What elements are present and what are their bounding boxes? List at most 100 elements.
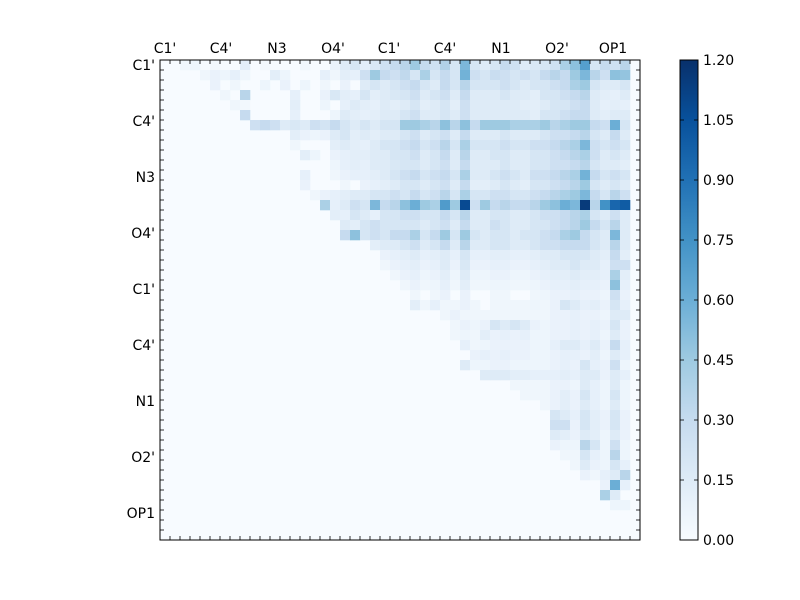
heatmap-cell <box>360 60 371 71</box>
heatmap-cell <box>490 320 501 331</box>
heatmap-cell <box>620 90 631 101</box>
heatmap-cell <box>510 350 521 361</box>
heatmap-cell <box>530 130 541 141</box>
heatmap-cell <box>350 220 361 231</box>
heatmap-cell <box>490 70 501 81</box>
heatmap-cell <box>550 220 561 231</box>
heatmap-cell <box>600 120 611 131</box>
heatmap-cell <box>230 70 241 81</box>
heatmap-cell <box>570 380 581 391</box>
heatmap-cell <box>180 60 191 71</box>
heatmap-cell <box>560 70 571 81</box>
heatmap-cell <box>400 210 411 221</box>
heatmap-cell <box>610 320 621 331</box>
x-tick-label: O2' <box>545 41 569 57</box>
heatmap-cell <box>590 400 601 411</box>
heatmap-cell <box>550 330 561 341</box>
heatmap-cell <box>590 410 601 421</box>
heatmap-cell <box>380 200 391 211</box>
heatmap-cell <box>390 240 401 251</box>
heatmap-cell <box>560 330 571 341</box>
heatmap-cell <box>360 100 371 111</box>
heatmap-cell <box>340 120 351 131</box>
heatmap-cell <box>620 230 631 241</box>
heatmap-cell <box>340 200 351 211</box>
heatmap-cell <box>480 360 491 371</box>
heatmap-cell <box>450 220 461 231</box>
heatmap-cell <box>430 220 441 231</box>
heatmap-cell <box>370 90 381 101</box>
heatmap-cell <box>570 360 581 371</box>
heatmap-cell <box>530 110 541 121</box>
heatmap-cell <box>620 380 631 391</box>
y-tick-label: C1' <box>132 58 155 74</box>
heatmap-cell <box>340 210 351 221</box>
heatmap-cell <box>560 390 571 401</box>
heatmap-cell <box>470 200 481 211</box>
heatmap-cell <box>450 140 461 151</box>
heatmap-cell <box>580 150 591 161</box>
heatmap-cell <box>620 260 631 271</box>
heatmap-cell <box>510 80 521 91</box>
heatmap-cell <box>410 80 421 91</box>
heatmap-cell <box>570 420 581 431</box>
heatmap-cell <box>550 230 561 241</box>
heatmap-cell <box>480 210 491 221</box>
heatmap-cell <box>600 460 611 471</box>
heatmap-cell <box>440 150 451 161</box>
heatmap-cell <box>520 180 531 191</box>
heatmap-cell <box>530 220 541 231</box>
heatmap-cell <box>400 150 411 161</box>
heatmap-cell <box>530 320 541 331</box>
heatmap-cells <box>160 60 640 540</box>
heatmap-cell <box>370 180 381 191</box>
heatmap-cell <box>440 70 451 81</box>
heatmap-cell <box>390 80 401 91</box>
heatmap-cell <box>480 110 491 121</box>
heatmap-cell <box>410 150 421 161</box>
heatmap-cell <box>360 190 371 201</box>
heatmap-cell <box>510 310 521 321</box>
heatmap-cell <box>560 300 571 311</box>
heatmap-cell <box>520 210 531 221</box>
heatmap-cell <box>370 210 381 221</box>
heatmap-cell <box>430 230 441 241</box>
heatmap-cell <box>470 330 481 341</box>
heatmap-cell <box>620 430 631 441</box>
heatmap-cell <box>380 220 391 231</box>
heatmap-cell <box>620 420 631 431</box>
heatmap-cell <box>590 240 601 251</box>
heatmap-cell <box>390 150 401 161</box>
heatmap-cell <box>380 190 391 201</box>
heatmap-cell <box>600 200 611 211</box>
heatmap-cell <box>410 90 421 101</box>
heatmap-cell <box>530 360 541 371</box>
heatmap-cell <box>540 80 551 91</box>
heatmap-cell <box>480 330 491 341</box>
heatmap-cell <box>490 240 501 251</box>
heatmap-cell <box>570 320 581 331</box>
heatmap-cell <box>570 270 581 281</box>
heatmap-cell <box>540 210 551 221</box>
heatmap-cell <box>520 60 531 71</box>
heatmap-cell <box>510 60 521 71</box>
heatmap-cell <box>590 170 601 181</box>
heatmap-cell <box>570 90 581 101</box>
heatmap-cell <box>500 190 511 201</box>
heatmap-cell <box>470 150 481 161</box>
heatmap-cell <box>470 60 481 71</box>
heatmap-cell <box>580 340 591 351</box>
heatmap-cell <box>550 250 561 261</box>
heatmap-cell <box>580 220 591 231</box>
heatmap-cell <box>430 90 441 101</box>
heatmap-cell <box>480 240 491 251</box>
heatmap-cell <box>390 100 401 111</box>
heatmap-cell <box>330 160 341 171</box>
heatmap-cell <box>480 60 491 71</box>
heatmap-cell <box>560 170 571 181</box>
heatmap-cell <box>530 310 541 321</box>
heatmap-cell <box>460 190 471 201</box>
heatmap-cell <box>620 100 631 111</box>
heatmap-cell <box>610 200 621 211</box>
